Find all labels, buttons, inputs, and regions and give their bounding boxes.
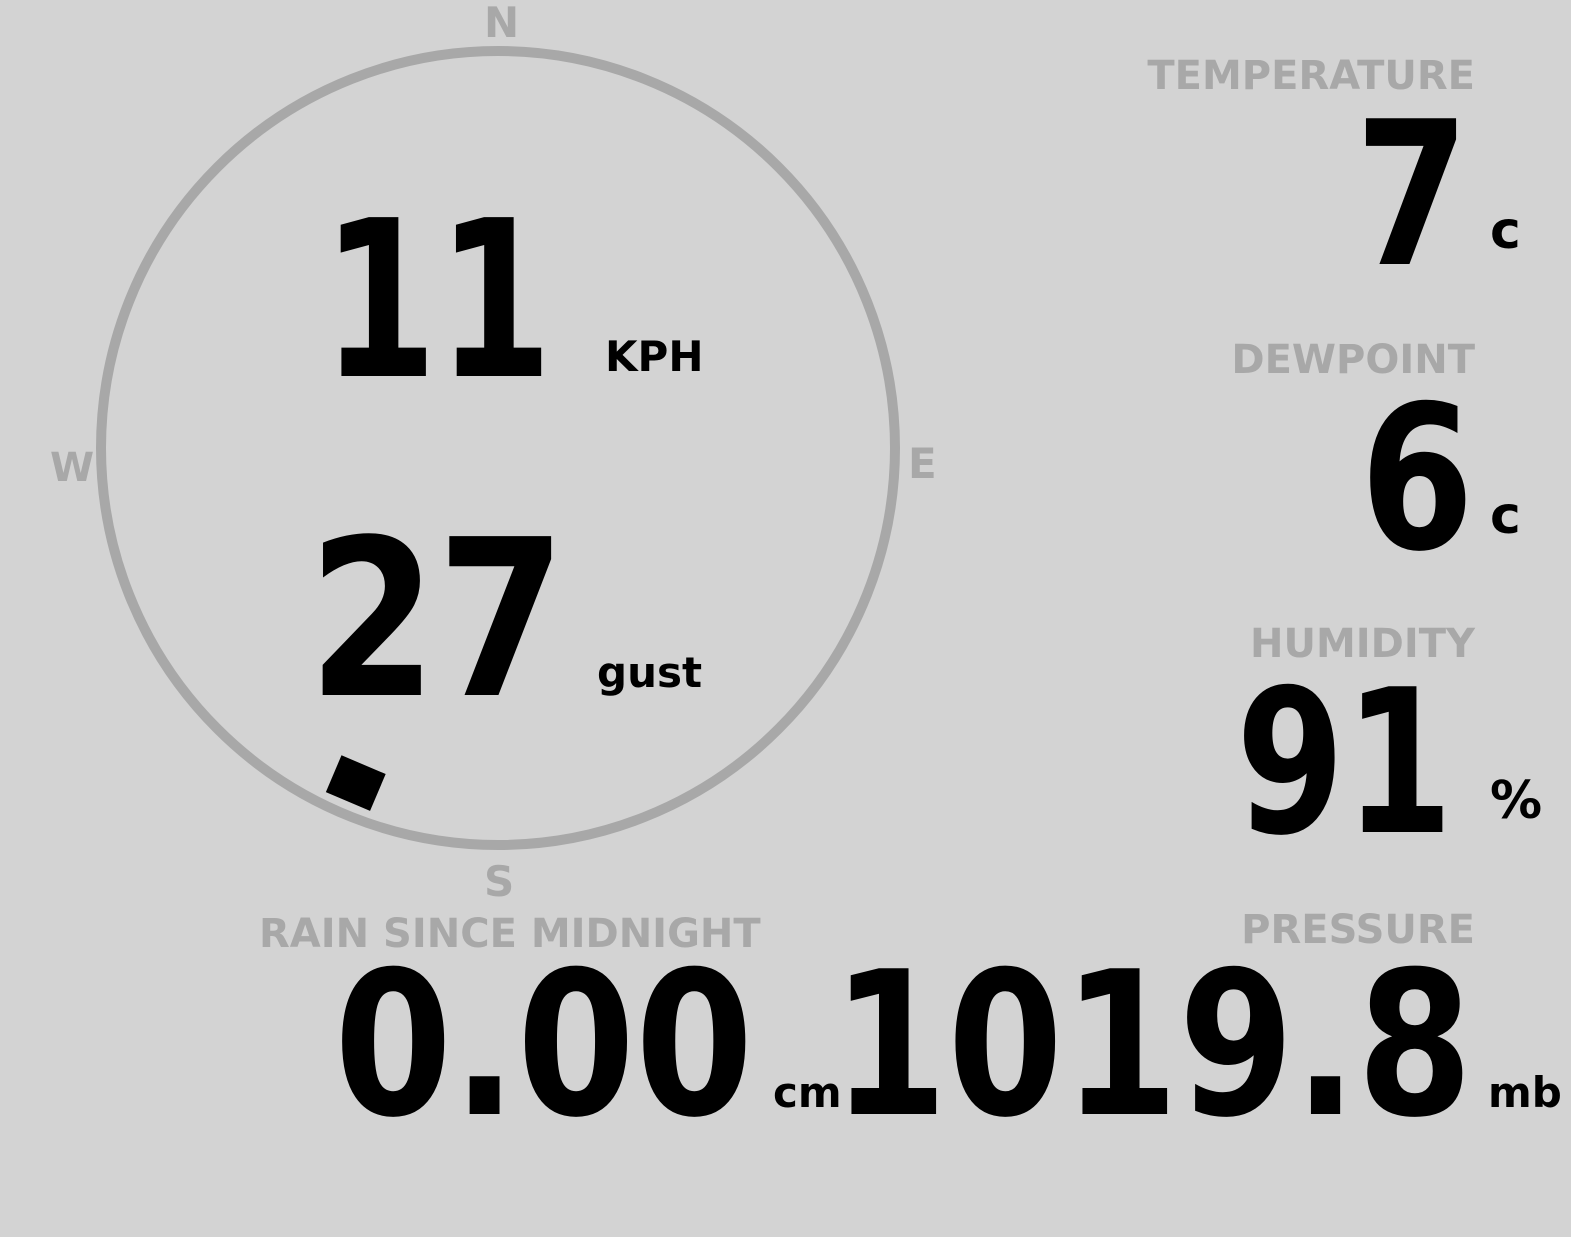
dewpoint-unit: c [1490, 486, 1521, 546]
wind-compass [96, 46, 900, 850]
compass-ring [96, 46, 900, 850]
pressure-label: PRESSURE [1241, 907, 1475, 953]
rain-unit: cm [773, 1068, 842, 1117]
compass-north-label: N [484, 0, 520, 47]
compass-east-label: E [908, 439, 937, 488]
humidity-label: HUMIDITY [1250, 621, 1475, 667]
wind-gust-unit: gust [597, 648, 703, 697]
compass-west-label: W [50, 445, 95, 491]
pressure-unit: mb [1488, 1068, 1562, 1117]
temperature-label: TEMPERATURE [1147, 53, 1475, 99]
wind-direction-marker [325, 755, 386, 811]
dewpoint-value: 6 [1360, 363, 1475, 596]
wind-speed-unit: KPH [605, 332, 704, 381]
pressure-value: 1019.8 [832, 929, 1473, 1162]
compass-south-label: S [484, 857, 515, 906]
rain-label: RAIN SINCE MIDNIGHT [259, 911, 761, 957]
humidity-value: 91 [1236, 647, 1454, 880]
wind-speed-value: 11 [322, 175, 553, 428]
wind-gust-value: 27 [308, 494, 566, 747]
dewpoint-label: DEWPOINT [1231, 337, 1475, 383]
temperature-value: 7 [1355, 79, 1470, 312]
rain-value: 0.00 [334, 929, 754, 1162]
temperature-unit: c [1490, 201, 1521, 261]
humidity-unit: % [1490, 771, 1543, 831]
